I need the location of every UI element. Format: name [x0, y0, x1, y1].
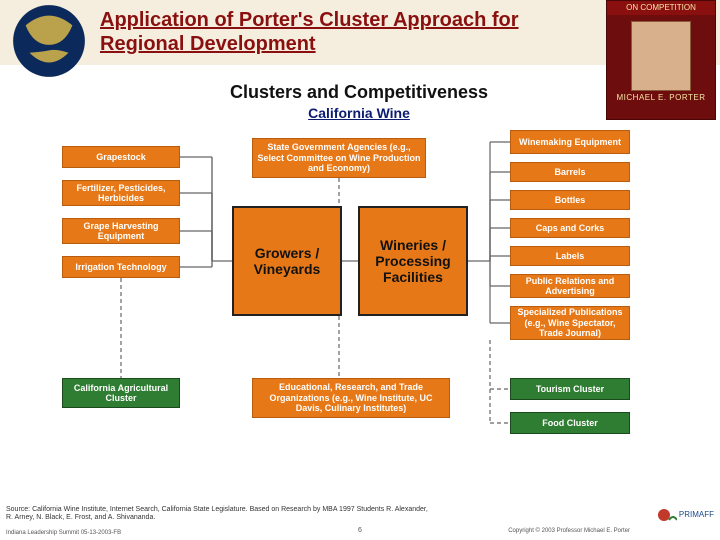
- logo-text: PRIMAFF: [679, 510, 714, 519]
- node-equip: Winemaking Equipment: [510, 130, 630, 154]
- node-edu: Educational, Research, and Trade Organiz…: [252, 378, 450, 418]
- node-pr: Public Relations and Advertising: [510, 274, 630, 298]
- node-harvest: Grape Harvesting Equipment: [62, 218, 180, 244]
- node-labels: Labels: [510, 246, 630, 266]
- node-tourism: Tourism Cluster: [510, 378, 630, 400]
- node-wineries: Wineries / Processing Facilities: [358, 206, 468, 316]
- book-spine: ON COMPETITION: [607, 1, 715, 15]
- cluster-diagram: Clusters and Competitiveness California …: [62, 82, 656, 500]
- slide-title: Application of Porter's Cluster Approach…: [100, 8, 570, 56]
- node-fert: Fertilizer, Pesticides, Herbicides: [62, 180, 180, 206]
- node-gov: State Government Agencies (e.g., Select …: [252, 138, 426, 178]
- node-growers: Growers / Vineyards: [232, 206, 342, 316]
- source-text: Source: California Wine Institute, Inter…: [6, 506, 436, 522]
- node-caps: Caps and Corks: [510, 218, 630, 238]
- node-irrig: Irrigation Technology: [62, 256, 180, 278]
- copyright: Copyright © 2003 Professor Michael E. Po…: [508, 528, 630, 534]
- globe-icon: [10, 2, 88, 80]
- page-number: 6: [358, 527, 362, 534]
- node-agcluster: California Agricultural Cluster: [62, 378, 180, 408]
- primaff-logo: PRIMAFF: [638, 508, 714, 536]
- footer-left: Indiana Leadership Summit 05-13-2003-FB: [6, 530, 121, 536]
- node-bottles: Bottles: [510, 190, 630, 210]
- node-pubs: Specialized Publications (e.g., Wine Spe…: [510, 306, 630, 340]
- node-food: Food Cluster: [510, 412, 630, 434]
- node-barrels: Barrels: [510, 162, 630, 182]
- node-grapestock: Grapestock: [62, 146, 180, 168]
- book-face: [631, 21, 691, 91]
